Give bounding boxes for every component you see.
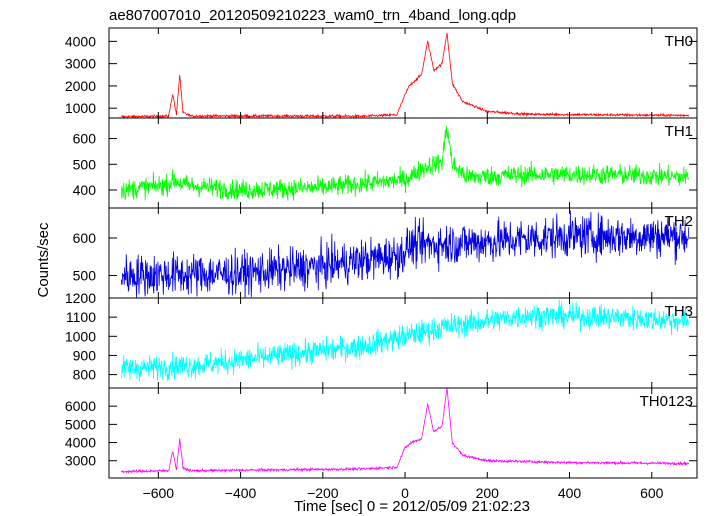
x-tick-label: 200 [476, 485, 500, 501]
series-th1-line [120, 125, 690, 201]
y-tick-label: 3000 [65, 453, 96, 469]
y-tick-label: 1000 [65, 328, 96, 344]
series-th0-line [121, 32, 690, 118]
panel-label-th1: TH1 [665, 123, 693, 140]
panel-th1: 400 500 600 TH1 [73, 117, 698, 209]
panels: 1000 2000 3000 4000 TH0 400 500 600 TH1 500 600 TH2… [65, 27, 698, 479]
y-tick-label: 1200 [65, 290, 96, 306]
panel-th0123: 3000 4000 5000 6000 TH0123 [65, 387, 698, 479]
panel-th2: 500 600 TH2 [73, 207, 698, 299]
x-tick-label: −600 [143, 485, 175, 501]
series-th3-line [120, 299, 690, 382]
x-tick-label: −200 [307, 485, 339, 501]
x-tick-label: 0 [401, 485, 409, 501]
panel-frame [108, 27, 698, 119]
series-th0123-line [120, 388, 690, 475]
y-tick-label: 600 [73, 131, 97, 147]
panel-label-th0123: TH0123 [640, 393, 693, 410]
panel-label-th2: TH2 [665, 213, 693, 230]
y-tick-label: 800 [73, 367, 97, 383]
y-tick-label: 4000 [65, 435, 96, 451]
series-th2-line [120, 210, 690, 298]
y-tick-label: 3000 [65, 56, 96, 72]
y-tick-label: 4000 [65, 33, 96, 49]
x-axis-title: Time [sec] 0 = 2012/05/09 21:02:23 [294, 498, 530, 515]
y-axis-title: Counts/sec [35, 222, 52, 298]
panel-label-th0: TH0 [665, 33, 693, 50]
x-tick-label: 600 [640, 485, 664, 501]
y-tick-label: 500 [73, 156, 97, 172]
panel-th3: 800 900 1000 1100 1200 TH3 [65, 290, 698, 389]
y-tick-label: 1100 [66, 309, 96, 325]
y-tick-label: 600 [73, 230, 97, 246]
y-tick-label: 5000 [65, 416, 96, 432]
y-tick-label: 400 [73, 182, 97, 198]
panel-frame [108, 117, 698, 209]
x-tick-label: 400 [558, 485, 582, 501]
panel-label-th3: TH3 [665, 303, 693, 320]
x-tick-label: −400 [225, 485, 257, 501]
y-tick-label: 6000 [65, 398, 96, 414]
y-tick-label: 1000 [65, 100, 96, 116]
panel-th0: 1000 2000 3000 4000 TH0 [65, 27, 698, 119]
x-axis: −600 −400 −200 0 200 400 600 [143, 485, 664, 501]
panel-frame [108, 387, 698, 479]
y-tick-label: 500 [73, 268, 97, 284]
y-tick-label: 2000 [65, 78, 96, 94]
chart-title: ae807007010_20120509210223_wam0_trn_4ban… [109, 7, 516, 24]
y-tick-label: 900 [73, 347, 97, 363]
